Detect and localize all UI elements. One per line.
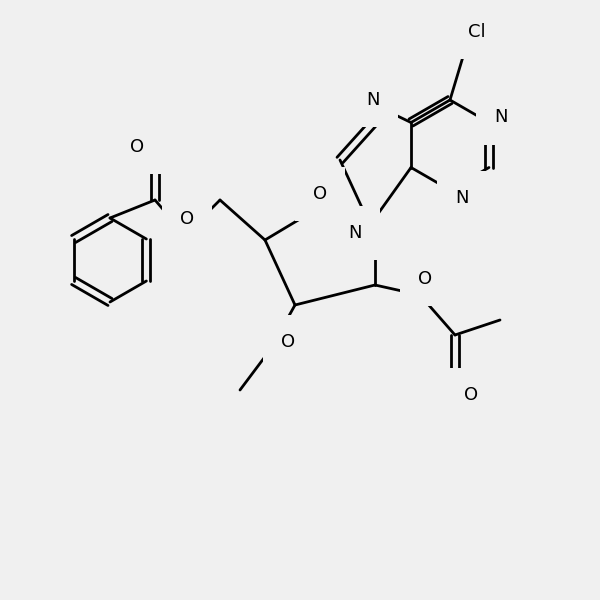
Text: N: N (455, 189, 469, 207)
Text: O: O (281, 333, 295, 351)
Text: N: N (366, 91, 380, 109)
Text: O: O (313, 185, 327, 203)
Text: N: N (494, 109, 508, 127)
Text: O: O (130, 138, 144, 156)
Text: N: N (348, 224, 362, 242)
Text: O: O (464, 386, 478, 404)
Text: O: O (418, 270, 432, 288)
Text: O: O (180, 210, 194, 228)
Text: Cl: Cl (468, 23, 486, 41)
